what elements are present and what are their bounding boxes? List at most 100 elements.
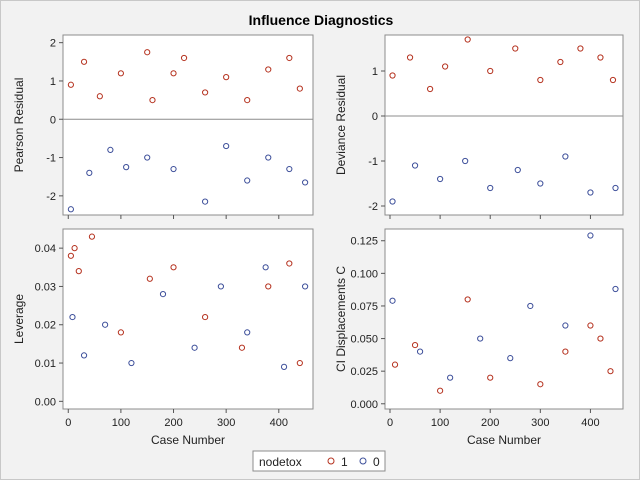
data-point-nodetox-0 xyxy=(86,169,93,176)
data-point-nodetox-0 xyxy=(265,154,272,161)
data-point-nodetox-1 xyxy=(609,76,617,84)
data-point-nodetox-0 xyxy=(477,335,484,342)
legend-label-1: 1 xyxy=(341,455,348,469)
x-tick-label: 300 xyxy=(531,417,549,429)
x-tick-label: 200 xyxy=(164,417,182,429)
data-point-nodetox-0 xyxy=(389,297,396,304)
y-tick-label: 0.02 xyxy=(35,320,56,332)
data-point-nodetox-1 xyxy=(202,313,209,321)
data-point-nodetox-1 xyxy=(223,74,230,81)
data-point-nodetox-1 xyxy=(512,45,519,52)
data-point-nodetox-0 xyxy=(537,180,544,187)
data-point-nodetox-0 xyxy=(80,352,88,359)
data-point-nodetox-1 xyxy=(265,66,272,73)
data-point-nodetox-0 xyxy=(170,165,177,173)
y-tick-label: -1 xyxy=(368,156,378,168)
data-point-nodetox-1 xyxy=(244,97,251,104)
data-point-nodetox-1 xyxy=(75,268,82,275)
data-point-nodetox-0 xyxy=(587,189,594,196)
legend-marker-1 xyxy=(327,457,335,465)
data-point-nodetox-1 xyxy=(286,260,293,267)
y-tick-label: 0.03 xyxy=(35,281,56,293)
x-tick-label: 300 xyxy=(217,417,235,429)
legend-marker-0 xyxy=(359,457,367,465)
data-point-nodetox-0 xyxy=(223,142,230,150)
data-point-nodetox-0 xyxy=(514,166,521,174)
y-tick-label: 1 xyxy=(50,76,56,88)
data-point-nodetox-1 xyxy=(170,70,177,77)
data-point-nodetox-1 xyxy=(437,387,444,394)
data-point-nodetox-1 xyxy=(537,381,544,388)
data-point-nodetox-1 xyxy=(265,283,272,290)
data-point-nodetox-0 xyxy=(69,313,76,321)
legend-title: nodetox xyxy=(259,455,302,469)
data-point-nodetox-0 xyxy=(612,184,619,192)
data-point-nodetox-0 xyxy=(244,177,251,184)
data-point-nodetox-1 xyxy=(562,348,569,355)
data-point-nodetox-1 xyxy=(557,58,564,66)
panels-group: -2 -1 0 1 2 Pearson Residual -2 -1 0 1 Deviance Re… xyxy=(12,34,624,447)
data-point-nodetox-0 xyxy=(389,198,396,205)
data-point-nodetox-0 xyxy=(527,302,534,310)
data-point-nodetox-0 xyxy=(128,359,135,367)
x-tick-label: 400 xyxy=(581,417,599,429)
panel-deviance-residual: -2 -1 0 1 Deviance Residual xyxy=(334,34,624,219)
data-point-nodetox-1 xyxy=(464,296,471,303)
y-tick-label: 0.01 xyxy=(35,358,56,370)
data-point-nodetox-1 xyxy=(597,335,604,342)
data-point-nodetox-1 xyxy=(296,359,303,367)
data-point-nodetox-1 xyxy=(411,341,419,349)
x-tick-label: 100 xyxy=(431,417,449,429)
y-tick-label: 0 xyxy=(50,114,56,126)
data-point-nodetox-1 xyxy=(146,275,153,282)
data-point-nodetox-1 xyxy=(71,245,78,252)
y-tick-label: 0.000 xyxy=(350,399,378,411)
data-point-nodetox-1 xyxy=(577,45,584,52)
panel-pearson-residual: -2 -1 0 1 2 Pearson Residual xyxy=(12,34,314,219)
data-point-nodetox-1 xyxy=(80,58,88,65)
y-tick-label: -2 xyxy=(46,191,56,203)
data-point-nodetox-0 xyxy=(286,165,293,173)
y-axis-label-pearson-residual: Pearson Residual xyxy=(12,78,26,173)
data-point-nodetox-0 xyxy=(280,363,288,370)
data-point-nodetox-1 xyxy=(389,72,396,79)
data-point-nodetox-0 xyxy=(487,184,494,192)
data-point-nodetox-1 xyxy=(296,85,303,92)
data-point-nodetox-1 xyxy=(67,252,74,259)
y-axis-label-ci-displacements-c: CI Displacements C xyxy=(334,266,348,372)
x-tick-label: 100 xyxy=(112,417,130,429)
data-point-nodetox-1 xyxy=(391,361,399,368)
legend-label-0: 0 xyxy=(373,455,380,469)
data-point-nodetox-0 xyxy=(191,344,198,351)
x-axis-label: Case Number xyxy=(467,433,541,447)
data-point-nodetox-1 xyxy=(487,374,494,381)
x-tick-label: 0 xyxy=(65,417,71,429)
plot-area-ci-displacements-c xyxy=(384,228,624,410)
x-tick-label: 0 xyxy=(387,417,393,429)
y-tick-label: -2 xyxy=(368,201,378,213)
data-point-nodetox-1 xyxy=(426,85,434,93)
data-point-nodetox-1 xyxy=(442,63,449,70)
panel-ci-displacements-c: 0.000 0.025 0.050 0.075 0.100 0.125 0 100 200 300… xyxy=(334,228,624,447)
data-point-nodetox-1 xyxy=(286,54,293,62)
x-axis-label: Case Number xyxy=(151,433,225,447)
data-point-nodetox-1 xyxy=(117,70,124,77)
data-point-nodetox-1 xyxy=(238,344,246,351)
data-point-nodetox-1 xyxy=(170,264,177,271)
data-point-nodetox-0 xyxy=(562,322,569,329)
data-point-nodetox-0 xyxy=(144,154,151,161)
data-point-nodetox-0 xyxy=(107,146,114,153)
data-point-nodetox-1 xyxy=(537,76,544,84)
data-point-nodetox-0 xyxy=(612,285,619,293)
data-point-nodetox-0 xyxy=(67,206,74,213)
data-point-nodetox-1 xyxy=(587,322,594,329)
data-point-nodetox-1 xyxy=(96,93,103,100)
data-point-nodetox-0 xyxy=(159,291,167,298)
data-point-nodetox-0 xyxy=(244,329,251,336)
data-point-nodetox-0 xyxy=(123,164,130,171)
data-point-nodetox-1 xyxy=(202,89,209,96)
data-point-nodetox-0 xyxy=(102,321,109,328)
data-point-nodetox-1 xyxy=(117,329,124,336)
